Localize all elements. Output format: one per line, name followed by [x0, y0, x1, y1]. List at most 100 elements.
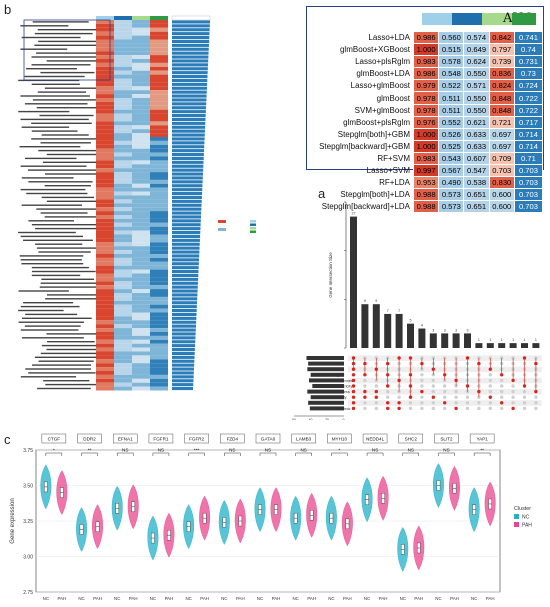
- intersection-bar: [452, 333, 460, 348]
- model-name-line: [21, 263, 84, 265]
- heat-cell: [150, 179, 168, 184]
- x-tick-label: NC: [293, 596, 299, 601]
- auc-bar: [172, 367, 194, 371]
- heat-cell: [132, 187, 150, 192]
- intersection-bar-label: 3: [467, 328, 469, 332]
- auc-bar: [172, 20, 210, 24]
- zoom-row: glmBoost 0.978 0.511 0.550 0.848 0.722: [311, 91, 544, 105]
- heat-cell: [96, 300, 114, 305]
- heat-cell: [132, 121, 150, 126]
- heat-cell: [150, 164, 168, 169]
- auc-bar: [172, 270, 199, 274]
- heat-cell: [132, 242, 150, 247]
- heat-cell: [132, 179, 150, 184]
- metric-cell: 0.976: [413, 115, 440, 129]
- matrix-dot: [351, 395, 356, 399]
- heat-cell: [150, 367, 168, 371]
- metric-cell: 0.830: [488, 176, 515, 190]
- auc-bar: [172, 98, 207, 102]
- gene-strip: [220, 433, 245, 444]
- zoom-row: Stepglm[both]+LDA 0.988 0.573 0.651 0.600 0.7…: [311, 188, 544, 202]
- heat-cell: [150, 82, 168, 87]
- heat-cell: [96, 335, 114, 340]
- heat-cell: [132, 168, 150, 173]
- gene-label: SHC2: [405, 437, 418, 442]
- heat-cell: [96, 156, 114, 161]
- set-size-bar: [308, 361, 344, 366]
- heat-cell: [132, 211, 150, 215]
- heat-cell: [114, 332, 132, 336]
- heat-cell: [132, 316, 150, 321]
- auc-bar: [172, 153, 204, 157]
- matrix-dot: [386, 395, 390, 399]
- metric-cell: 0.986: [413, 67, 440, 81]
- heat-cell: [114, 62, 132, 67]
- model-name-line: [37, 387, 91, 390]
- heat-cell: [132, 74, 150, 79]
- matrix-dot: [351, 389, 356, 394]
- auc-bar: [172, 110, 206, 114]
- gene-strip: [327, 433, 352, 444]
- heat-cell: [96, 285, 114, 290]
- heat-cell: [150, 230, 168, 235]
- metric-cell: 0.573: [438, 200, 465, 214]
- heat-cell: [114, 98, 132, 102]
- sig-bracket: [152, 452, 170, 456]
- legend-title: Cluster: [514, 506, 531, 512]
- zoom-row: glmBoost+LDA 0.986 0.548 0.550 0.836 0.73: [311, 67, 544, 81]
- set-size-tick: 40: [309, 418, 313, 420]
- heat-cell: [96, 211, 114, 215]
- x-tick-label: NC: [364, 596, 370, 601]
- metric-cell: 0.997: [413, 164, 440, 178]
- matrix-dot: [374, 384, 378, 388]
- heat-cell: [114, 386, 132, 391]
- heat-cell: [96, 55, 114, 59]
- metric-cell: 1.000: [413, 139, 440, 153]
- auc-bar: [172, 262, 199, 266]
- heat-cell: [132, 78, 150, 83]
- set-size-bar: [309, 378, 344, 383]
- heat-cell: [150, 74, 168, 79]
- x-tick-label: PAH: [93, 596, 102, 601]
- matrix-dot: [500, 384, 504, 388]
- metric-cell: 0.607: [463, 151, 490, 166]
- heat-cell: [150, 250, 168, 254]
- model-name-line: [20, 118, 89, 121]
- heat-cell: [96, 144, 114, 149]
- model-name-line: [31, 274, 81, 277]
- model-name-line: [45, 173, 113, 175]
- matrix-dot: [488, 378, 492, 383]
- heat-cell: [96, 203, 114, 208]
- heat-cell: [150, 312, 168, 317]
- heat-cell: [150, 351, 168, 356]
- auc-bar: [172, 90, 207, 94]
- heat-cell: [114, 183, 132, 188]
- gene-label: EFNA1: [118, 437, 133, 442]
- gene-label: CTGF: [48, 437, 61, 442]
- model-name: Lasso+plsRglm: [355, 57, 411, 67]
- matrix-dot: [386, 401, 390, 405]
- heat-cell: [114, 382, 132, 387]
- model-name-line: [44, 87, 109, 89]
- matrix-dot: [374, 406, 378, 411]
- heat-cell: [114, 156, 132, 161]
- heat-cell: [114, 289, 132, 293]
- legend-swatch: [514, 522, 519, 527]
- model-name-line: [44, 216, 107, 218]
- intersection-bar-label: 1: [489, 338, 491, 342]
- heat-cell: [114, 371, 132, 375]
- auc-bar: [172, 133, 205, 137]
- intersection-bar-label: 4: [421, 324, 423, 328]
- model-name-line: [20, 25, 69, 27]
- metric-cell: 0.574: [463, 30, 490, 45]
- gene-label: NEDD4L: [366, 437, 385, 442]
- auc-bar: [172, 387, 194, 391]
- heat-cell: [150, 371, 168, 375]
- upset-plot: Gene Intersection Size 27 9 9 7 7 5 4 3 3 3 3 1 1 1 1 1 1…: [292, 201, 542, 420]
- metric-cell: 0.550: [463, 91, 490, 105]
- auc-bar: [172, 39, 210, 43]
- heat-cell: [114, 105, 132, 110]
- heat-cell: [96, 43, 114, 48]
- auc-bar: [172, 316, 197, 320]
- set-name: MCC: [332, 356, 341, 360]
